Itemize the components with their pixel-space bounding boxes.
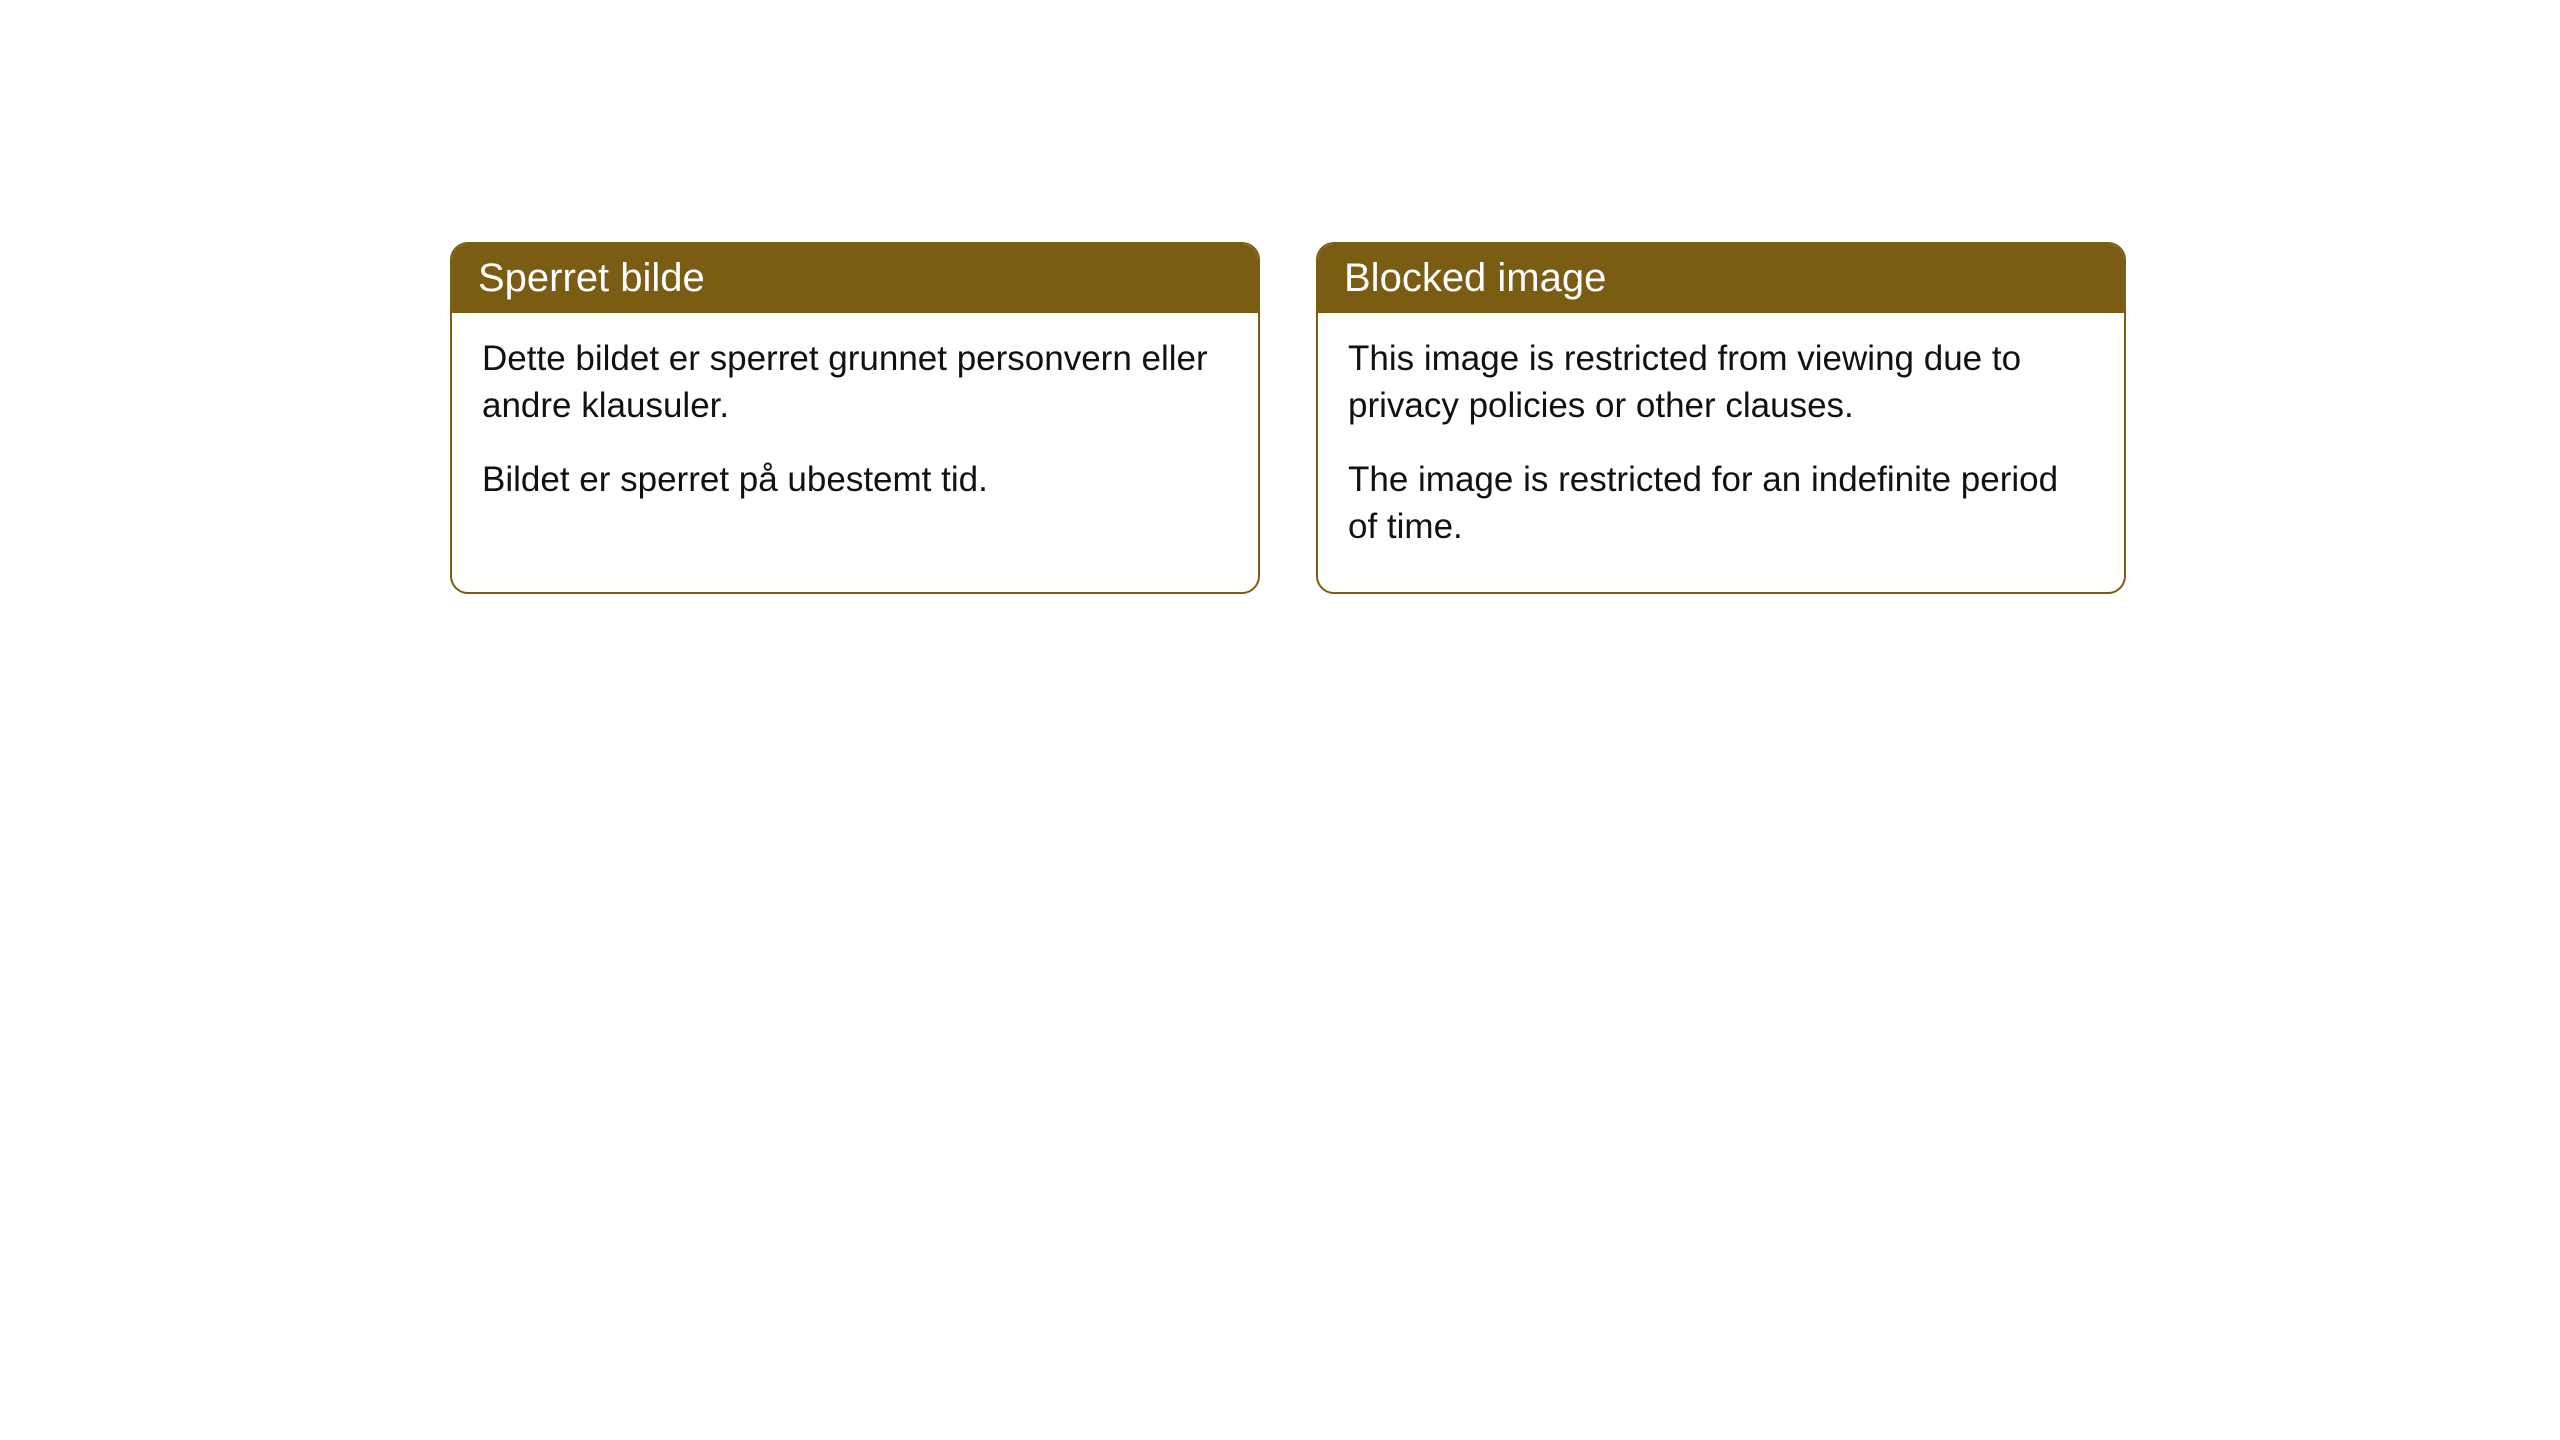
card-paragraph: Bildet er sperret på ubestemt tid.: [482, 456, 1228, 503]
card-paragraph: This image is restricted from viewing du…: [1348, 335, 2094, 430]
notice-card-english: Blocked image This image is restricted f…: [1316, 242, 2126, 594]
notice-card-norwegian: Sperret bilde Dette bildet er sperret gr…: [450, 242, 1260, 594]
notice-cards-container: Sperret bilde Dette bildet er sperret gr…: [450, 242, 2126, 594]
card-paragraph: Dette bildet er sperret grunnet personve…: [482, 335, 1228, 430]
card-header: Blocked image: [1318, 244, 2124, 313]
card-paragraph: The image is restricted for an indefinit…: [1348, 456, 2094, 551]
card-body: Dette bildet er sperret grunnet personve…: [452, 313, 1258, 545]
card-header: Sperret bilde: [452, 244, 1258, 313]
card-title: Sperret bilde: [478, 256, 705, 300]
card-title: Blocked image: [1344, 256, 1606, 300]
card-body: This image is restricted from viewing du…: [1318, 313, 2124, 592]
